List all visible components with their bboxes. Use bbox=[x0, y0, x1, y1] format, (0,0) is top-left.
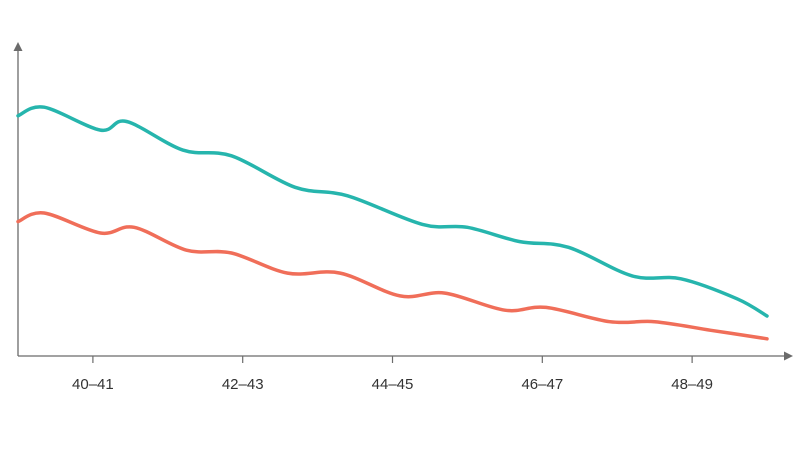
x-tick-label: 46–47 bbox=[521, 376, 563, 393]
series-line-1 bbox=[16, 105, 769, 318]
series-group bbox=[16, 105, 769, 341]
x-tick-label: 42–43 bbox=[222, 376, 264, 393]
y-axis-arrow bbox=[13, 42, 23, 51]
x-tick-label: 48–49 bbox=[671, 376, 713, 393]
axes bbox=[13, 42, 793, 361]
x-ticks: 40–41 42–43 44–45 46–47 48–49 bbox=[72, 356, 713, 393]
x-tick-label: 44–45 bbox=[372, 376, 414, 393]
x-tick-label: 40–41 bbox=[72, 376, 114, 393]
series-line-2 bbox=[16, 211, 769, 341]
x-axis-arrow bbox=[784, 351, 793, 361]
